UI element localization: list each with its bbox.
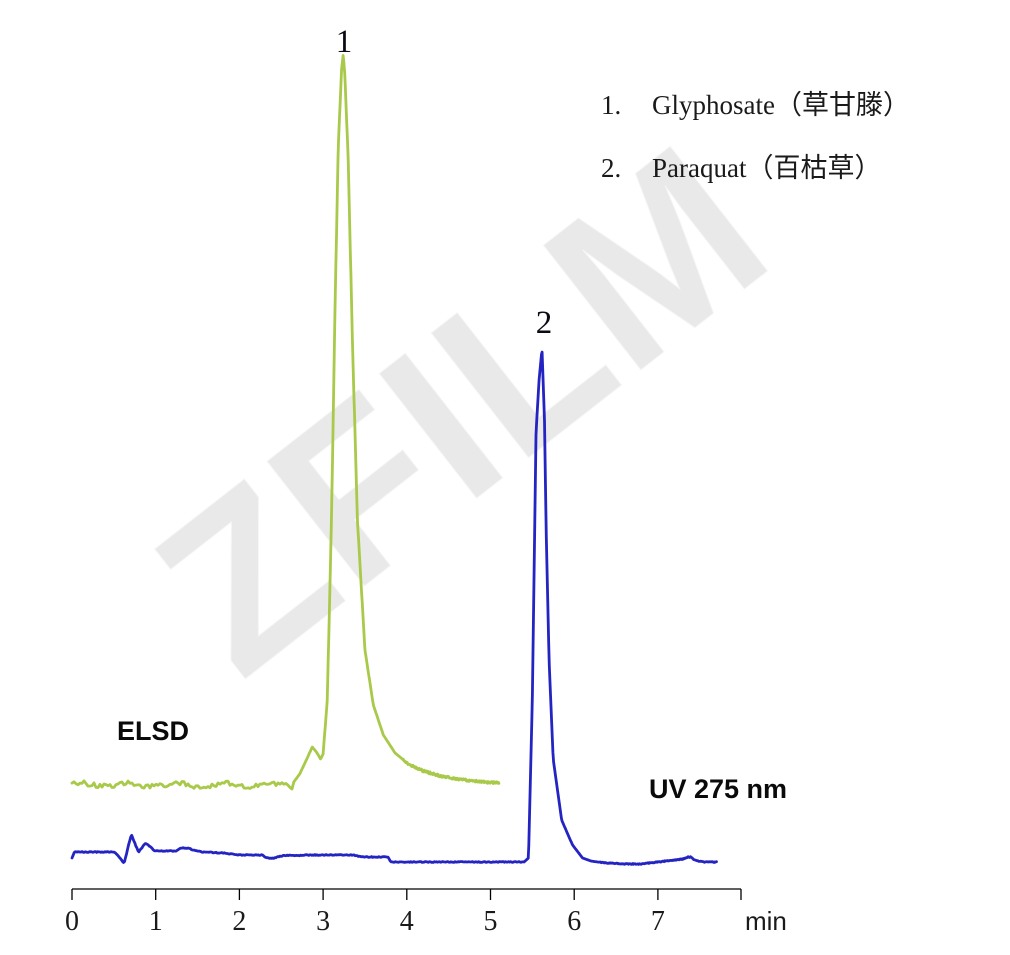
svg-text:3: 3 [316,906,330,937]
svg-text:UV 275 nm: UV 275 nm [649,774,787,804]
svg-text:min: min [745,906,787,936]
svg-text:ELSD: ELSD [117,716,189,746]
svg-text:1.: 1. [601,90,621,120]
svg-text:1: 1 [336,24,353,60]
svg-text:2: 2 [232,906,246,937]
svg-text:6: 6 [567,906,581,937]
svg-text:Glyphosate（草甘滕）: Glyphosate（草甘滕） [652,90,910,120]
svg-text:Paraquat（百枯草）: Paraquat（百枯草） [652,153,881,183]
svg-text:0: 0 [65,906,79,937]
svg-text:1: 1 [149,906,163,937]
svg-text:2.: 2. [601,153,621,183]
svg-text:4: 4 [400,906,414,937]
svg-text:ZFILM: ZFILM [112,96,812,721]
svg-text:7: 7 [651,906,665,937]
svg-text:2: 2 [536,305,553,341]
svg-text:5: 5 [484,906,498,937]
